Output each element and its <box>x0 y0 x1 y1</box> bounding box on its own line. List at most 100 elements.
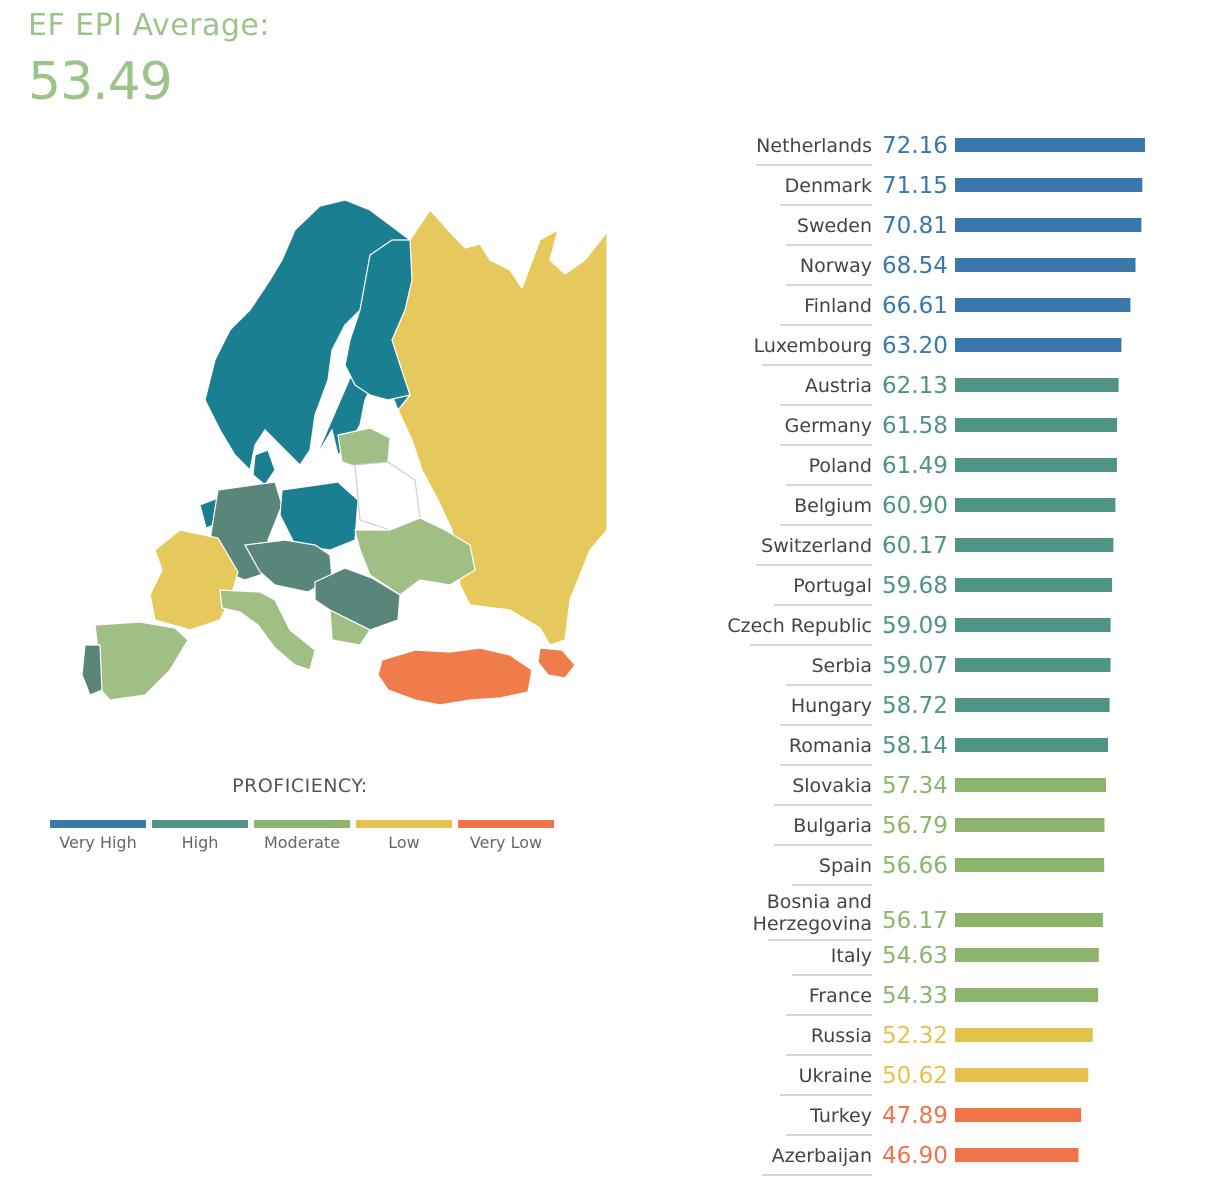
map-region-italy <box>219 589 316 671</box>
legend-label: Moderate <box>263 833 341 852</box>
bar-category-label: Serbia <box>811 655 872 677</box>
bar-value-label: 46.90 <box>882 1143 948 1169</box>
bar-row: Austria 62.13 <box>780 373 1119 406</box>
map-region-france <box>149 529 239 631</box>
bar-row: Serbia 59.07 <box>786 653 1111 686</box>
bar-category-label: Ukraine <box>799 1065 872 1087</box>
bar-row: Spain 56.66 <box>792 853 1105 886</box>
bar-value-label: 50.62 <box>882 1063 948 1089</box>
bar <box>955 1148 1079 1162</box>
bar-category-label: Denmark <box>785 175 872 197</box>
bar-row: Germany 61.58 <box>780 413 1118 446</box>
legend-swatch <box>50 820 146 828</box>
bar-value-label: 58.14 <box>882 733 948 759</box>
legend-swatch <box>254 820 350 828</box>
average-title: EF EPI Average: <box>28 8 270 43</box>
map-region-scandinavia <box>204 200 411 472</box>
bar-row: Norway 68.54 <box>786 253 1136 286</box>
bar <box>955 258 1136 272</box>
bar-value-label: 56.17 <box>882 908 948 934</box>
bar <box>955 1028 1093 1042</box>
bar-value-label: 61.58 <box>882 413 948 439</box>
bar-value-label: 47.89 <box>882 1103 948 1129</box>
bar-category-label: Azerbaijan <box>772 1145 872 1167</box>
bar-value-label: 60.90 <box>882 493 948 519</box>
bar-row: Ukraine 50.62 <box>780 1063 1089 1096</box>
map-region-bulgaria <box>329 608 371 646</box>
map-region-balkans <box>314 567 401 631</box>
bar-row: Switzerland 60.17 <box>756 533 1114 566</box>
bar-category-label: Finland <box>804 295 872 317</box>
bar <box>955 338 1122 352</box>
bar-category-label: Netherlands <box>756 135 872 157</box>
bar-category-label: Sweden <box>797 215 872 237</box>
bar-category-label: Bosnia and Herzegovina <box>753 891 872 935</box>
bar <box>955 538 1114 552</box>
bar-category-label: Hungary <box>791 695 872 717</box>
legend: Very High High Moderate Low Very Low <box>50 820 554 852</box>
bar-category-label: Italy <box>831 945 872 967</box>
bar-row: Netherlands 72.16 <box>756 133 1145 166</box>
bar-row: Bosnia and Herzegovina 56.17 <box>753 891 1103 941</box>
bar-value-label: 71.15 <box>882 173 948 199</box>
bar-value-label: 62.13 <box>882 373 948 399</box>
legend-swatch <box>356 820 452 828</box>
bar-category-label: Poland <box>809 455 872 477</box>
bar-value-label: 57.34 <box>882 773 948 799</box>
bar-category-label: Switzerland <box>761 535 872 557</box>
bar-row: France 54.33 <box>786 983 1099 1016</box>
legend-item-very-high: Very High <box>50 820 146 852</box>
bar-value-label: 59.09 <box>882 613 948 639</box>
bar-value-label: 56.66 <box>882 853 948 879</box>
bar-value-label: 70.81 <box>882 213 948 239</box>
bar <box>955 378 1119 392</box>
bar-category-label: Norway <box>800 255 872 277</box>
bar-row: Romania 58.14 <box>780 733 1109 766</box>
bar <box>955 418 1118 432</box>
legend-item-moderate: Moderate <box>254 820 350 852</box>
bar-row: Belgium 60.90 <box>780 493 1116 526</box>
bar-value-label: 52.32 <box>882 1023 948 1049</box>
legend-title: PROFICIENCY: <box>232 775 368 797</box>
legend-item-very-low: Very Low <box>458 820 554 852</box>
bar <box>955 913 1103 927</box>
map-region-denmark <box>252 449 276 486</box>
bar-row: Italy 54.63 <box>792 943 1099 976</box>
bar <box>955 578 1113 592</box>
bar-row: Azerbaijan 46.90 <box>762 1143 1079 1176</box>
bar-category-label: Czech Republic <box>727 615 872 637</box>
map-region-ukraine <box>354 517 476 596</box>
bar-value-label: 54.33 <box>882 983 948 1009</box>
bar-category-label: Belgium <box>794 495 872 517</box>
bar <box>955 658 1111 672</box>
legend-label: Low <box>388 833 420 852</box>
bar <box>955 1108 1082 1122</box>
bar-row: Bulgaria 56.79 <box>774 813 1105 846</box>
bar-row: Denmark 71.15 <box>780 173 1143 206</box>
bar <box>955 498 1116 512</box>
bar <box>955 218 1142 232</box>
bar-value-label: 56.79 <box>882 813 948 839</box>
average-value: 53.49 <box>28 52 173 112</box>
bar <box>955 618 1111 632</box>
map-region-finland <box>344 239 413 401</box>
bar-value-label: 54.63 <box>882 943 948 969</box>
map-region-azerbaijan <box>537 647 576 679</box>
map-region-portugal <box>81 644 103 696</box>
bar <box>955 818 1105 832</box>
bar-category-label: Slovakia <box>792 775 872 797</box>
bar <box>955 988 1099 1002</box>
bar <box>955 138 1145 152</box>
bar <box>955 178 1143 192</box>
bar-value-label: 66.61 <box>882 293 948 319</box>
bar-category-label: Austria <box>805 375 872 397</box>
bar-value-label: 59.07 <box>882 653 948 679</box>
bar <box>955 298 1131 312</box>
bar <box>955 698 1110 712</box>
bar-category-label: Romania <box>789 735 872 757</box>
bar <box>955 458 1117 472</box>
bar <box>955 1068 1089 1082</box>
bar-value-label: 58.72 <box>882 693 948 719</box>
bar-value-label: 61.49 <box>882 453 948 479</box>
bar-row: Turkey 47.89 <box>786 1103 1082 1136</box>
